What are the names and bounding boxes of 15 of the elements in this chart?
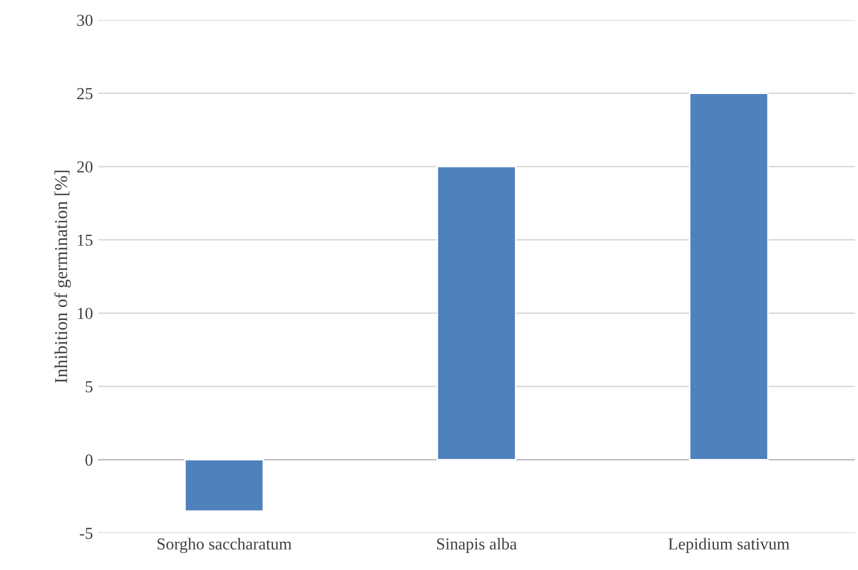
x-tick-label: Sorgho saccharatum [158,538,292,554]
bar [184,459,264,512]
y-axis-title: Inhibition of germination [%] [54,170,71,383]
y-tick-label: -5 [80,528,92,539]
bar [689,92,769,460]
y-tick-label: 20 [77,161,93,173]
x-tick-label: Sinapis alba [437,538,517,553]
y-tick-label: 0 [85,454,93,466]
x-tick-label: Lepidium sativum [668,538,790,553]
y-tick-label: 30 [77,14,93,26]
y-tick-label: 5 [86,381,92,392]
y-tick-label: 10 [78,308,93,320]
bar [436,166,516,460]
y-tick-label: 15 [78,234,92,246]
y-tick-label: 25 [77,88,92,100]
